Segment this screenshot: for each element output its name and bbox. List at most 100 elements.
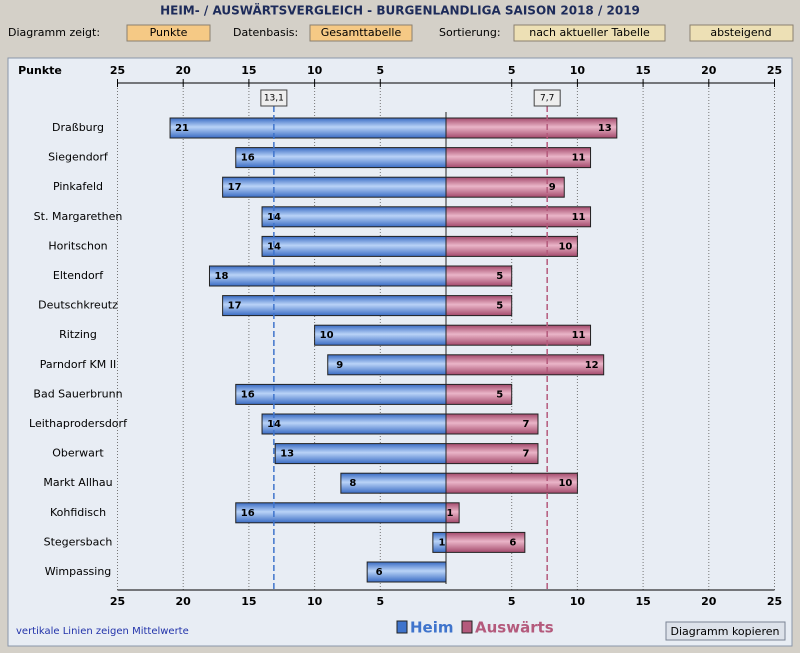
bar-label: 16 [241,508,255,519]
y-tick-label: Horitschon [48,239,107,252]
x-tick-label: 5 [376,595,384,608]
y-tick-label: Pinkafeld [53,180,103,193]
bar-label: 9 [336,360,343,371]
bar [261,235,447,257]
y-tick-label: Wimpassing [45,565,112,578]
y-tick-label: Deutschkreutz [38,299,118,312]
bar-label: 17 [228,301,242,312]
button[interactable] [126,24,211,42]
bar-label: 16 [241,153,255,164]
bar-label: 1 [447,508,454,519]
button[interactable] [665,621,786,641]
x-tick-label: 10 [570,64,586,77]
x-tick-label: 5 [508,64,516,77]
mean-box [260,89,288,107]
y-tick-label: Parndorf KM II [40,358,116,371]
button-label[interactable]: nach aktueller Tabelle [529,26,650,39]
button[interactable] [309,24,413,42]
y-tick-label: St. Margarethen [34,210,123,223]
y-tick-label: Ritzing [59,328,97,341]
x-tick-label: 5 [376,64,384,77]
x-tick-label: 10 [570,595,586,608]
x-tick-label: 15 [241,64,256,77]
button-label[interactable]: Punkte [150,26,188,39]
x-tick-label: 20 [701,64,717,77]
bar-label: 10 [558,478,572,489]
bar [235,502,447,524]
control-label: Sortierung: [439,26,501,39]
bar [445,117,618,139]
bar-label: 16 [241,389,255,400]
bar [261,206,447,228]
bar-label: 5 [496,389,503,400]
bar [327,354,447,376]
x-tick-label: 10 [307,64,323,77]
x-tick-label: 25 [110,64,125,77]
x-tick-label: 25 [767,595,782,608]
bar [169,117,447,139]
x-tick-label: 20 [176,595,192,608]
y-tick-label: Oberwart [52,447,104,460]
bar [261,413,447,435]
button[interactable] [513,24,666,42]
bar [445,147,592,169]
bar-label: 13 [598,123,612,134]
x-tick-label: 15 [241,595,256,608]
x-tick-label: 25 [110,595,125,608]
bar [274,443,447,465]
bar [445,354,605,376]
chart-panel [7,57,793,647]
y-tick-label: Markt Allhau [43,476,112,489]
bar-label: 7 [522,419,529,430]
x-tick-label: 10 [307,595,323,608]
page-title: HEIM- / AUSWÄRTSVERGLEICH - BURGENLANDLI… [160,3,640,18]
control-label: Diagramm zeigt: [8,26,100,39]
bar-label: 7 [522,449,529,460]
bar-label: 21 [175,123,189,134]
bar-label: 9 [549,182,556,193]
button-label[interactable]: Gesamttabelle [321,26,402,39]
bar [208,265,447,287]
x-tick-label: 15 [635,595,650,608]
bar-label: 5 [496,271,503,282]
bar [340,472,447,494]
mean-box [533,89,561,107]
y-tick-label: Leithaprodersdorf [29,417,128,430]
bar-label: 6 [509,537,516,548]
bar-label: 18 [215,271,229,282]
bar-label: 11 [572,330,586,341]
legend-swatch [461,620,473,634]
mean-label: 13,1 [264,94,284,104]
bar-label: 6 [376,567,383,578]
y-tick-label: Stegersbach [44,535,113,548]
button-label[interactable]: absteigend [710,26,771,39]
y-tick-label: Kohfidisch [50,506,106,519]
bar [222,176,447,198]
button[interactable] [689,24,794,42]
bar [235,147,447,169]
bar-label: 8 [349,478,356,489]
legend-label: Heim [410,619,454,637]
bar [445,324,592,346]
bar-label: 11 [572,153,586,164]
y-tick-label: Bad Sauerbrunn [33,387,122,400]
bar-label: 11 [572,212,586,223]
bar-label: 17 [228,182,242,193]
x-tick-label: 20 [176,64,192,77]
bar [445,206,592,228]
bar [222,295,447,317]
y-tick-label: Draßburg [52,121,104,134]
y-tick-label: Siegendorf [48,151,109,164]
bar-label: 5 [496,301,503,312]
x-tick-label: 15 [635,64,650,77]
bar-label: 12 [585,360,599,371]
bar-label: 10 [320,330,334,341]
button-label[interactable]: Diagramm kopieren [671,625,780,638]
bar [235,383,447,405]
legend-swatch [396,620,408,634]
mean-label: 7,7 [540,94,554,104]
note: vertikale Linien zeigen Mittelwerte [16,626,189,637]
y-tick-label: Eltendorf [53,269,104,282]
x-tick-label: 5 [508,595,516,608]
